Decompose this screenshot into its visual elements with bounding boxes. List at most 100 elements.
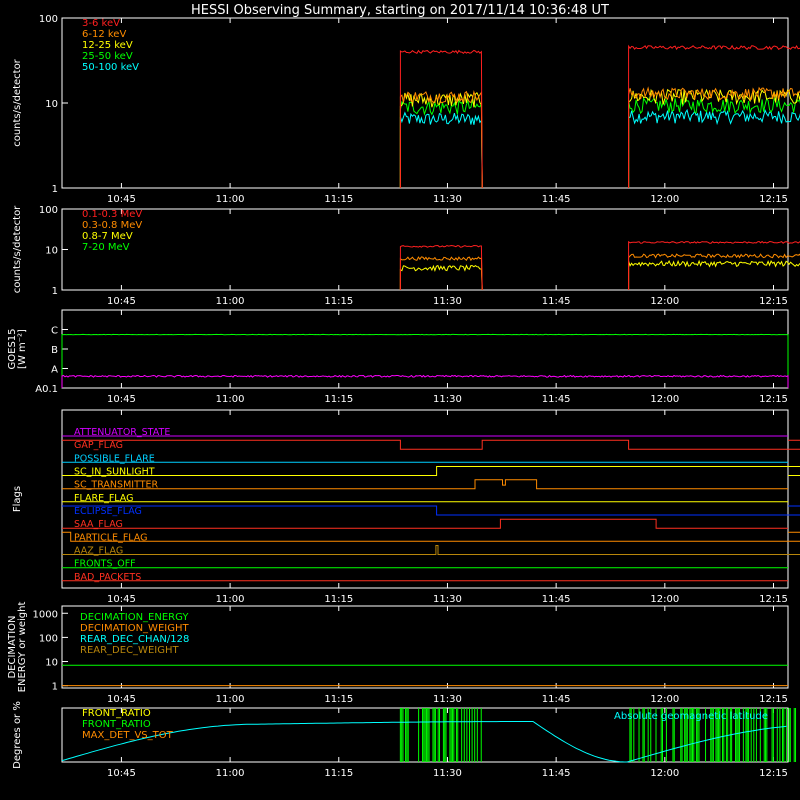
x-tick-label: 11:45: [542, 194, 571, 205]
y-tick-label: 10: [45, 99, 58, 110]
panel-4: 10:45 11:00 11:15 11:30 11:45 12:00 12:15 Flags…: [12, 409, 800, 605]
y-axis-label: GOES15: [7, 328, 18, 369]
flag-label: SC_TRANSMITTER: [74, 480, 159, 491]
series-line: [399, 98, 483, 189]
y-tick-label: 100: [39, 205, 58, 216]
x-tick-label: 10:45: [107, 768, 136, 779]
series-line: [628, 108, 800, 189]
flag-label: PARTICLE_FLAG: [74, 532, 147, 543]
legend-item: REAR_DEC_CHAN/128: [80, 634, 189, 645]
x-tick-label: 11:30: [433, 194, 462, 205]
legend-item: 12-25 keV: [82, 40, 133, 51]
y-axis-label: Flags: [12, 486, 23, 512]
x-tick-label: 11:00: [216, 296, 245, 307]
series-line: [399, 49, 483, 189]
x-tick-label: 11:45: [542, 296, 571, 307]
x-tick-label: 10:45: [107, 694, 136, 705]
series-line: [399, 244, 483, 291]
y-tick-label: 100: [39, 633, 58, 644]
series-line: [399, 89, 483, 189]
legend-item: DECIMATION_ENERGY: [80, 612, 189, 623]
x-tick-label: 11:15: [324, 694, 353, 705]
panel-3: 10:45 11:00 11:15 11:30 11:45 12:00 12:15 A0.1 A…: [7, 309, 789, 405]
series-line: [61, 374, 789, 388]
x-tick-label: 11:00: [216, 694, 245, 705]
x-tick-label: 11:00: [216, 194, 245, 205]
legend-item: REAR_DEC_WEIGHT: [80, 645, 179, 656]
flag-line: [62, 466, 800, 476]
y-axis-label: counts/s/detector: [12, 205, 23, 293]
series-line: [61, 333, 789, 388]
flag-line: [62, 531, 800, 542]
panel-frame: [61, 17, 789, 189]
x-tick-label: 12:00: [650, 194, 679, 205]
series-line: [628, 96, 800, 189]
y-tick-label: 100: [39, 14, 58, 25]
legend-item: 0.1-0.3 MeV: [82, 209, 142, 220]
panel-2: 10:45 11:00 11:15 11:30 11:45 12:00 12:15 1 10 10…: [12, 205, 800, 307]
right-label: Absolute geomagnetic latitude: [614, 711, 768, 722]
legend-item: 0.3-0.8 MeV: [82, 220, 142, 231]
legend-item: 0.8-7 MeV: [82, 231, 133, 242]
x-tick-label: 10:45: [107, 194, 136, 205]
y-tick-label: 10: [45, 658, 58, 669]
legend-item: DECIMATION_WEIGHT: [80, 623, 189, 634]
x-tick-label: 11:30: [433, 296, 462, 307]
legend-item: 25-50 keV: [82, 51, 133, 62]
series-line: [628, 240, 800, 291]
legend-item: 6-12 keV: [82, 29, 126, 40]
x-tick-label: 11:30: [433, 768, 462, 779]
flag-line: [62, 518, 788, 529]
x-tick-label: 11:45: [542, 694, 571, 705]
flag-label: FRONTS_OFF: [74, 559, 136, 570]
legend-item: FRONT_RATIO: [82, 719, 151, 730]
y-tick-label: 10: [45, 246, 58, 257]
y-tick-label: 1: [52, 682, 58, 693]
flag-label: POSSIBLE_FLARE: [74, 453, 155, 464]
panel-frame: [61, 605, 789, 689]
legend-item: MAX_DET_VS_TOT: [82, 730, 174, 741]
series-line: [628, 259, 800, 291]
panel-1: 10:45 11:00 11:15 11:30 11:45 12:00 12:15 1 10 10…: [12, 14, 800, 205]
series-line: [399, 256, 483, 291]
x-tick-label: 11:15: [324, 194, 353, 205]
x-tick-label: 12:00: [650, 296, 679, 307]
panel-frame: [61, 409, 789, 589]
x-tick-label: 11:00: [216, 394, 245, 405]
y-axis-label: counts/s/detector: [12, 58, 23, 146]
x-tick-label: 11:15: [324, 768, 353, 779]
legend-item: 3-6 keV: [82, 18, 120, 29]
x-tick-label: 11:45: [542, 594, 571, 605]
x-tick-label: 12:15: [759, 194, 788, 205]
series-line: [399, 264, 483, 291]
x-tick-label: 10:45: [107, 394, 136, 405]
flag-label: SAA_FLAG: [74, 519, 123, 530]
x-tick-label: 11:45: [542, 394, 571, 405]
x-tick-label: 12:00: [650, 394, 679, 405]
x-tick-label: 12:15: [759, 768, 788, 779]
x-tick-label: 11:30: [433, 394, 462, 405]
chart-title: HESSI Observing Summary, starting on 201…: [191, 3, 609, 18]
flag-line: [62, 505, 800, 516]
x-tick-label: 11:15: [324, 394, 353, 405]
flag-label: ECLIPSE_FLAG: [74, 506, 142, 517]
flag-label: ATTENUATOR_STATE: [74, 427, 170, 438]
x-tick-label: 10:45: [107, 296, 136, 307]
legend-item: 7-20 MeV: [82, 242, 130, 253]
x-tick-label: 12:00: [650, 694, 679, 705]
x-tick-label: 12:00: [650, 768, 679, 779]
y-axis-label: ENERGY or weight: [17, 602, 28, 693]
y-axis-label: Degrees or %: [12, 701, 23, 769]
series-line: [628, 86, 800, 189]
panel-5: 10:45 11:00 11:15 11:30 11:45 12:00 12:15 1 10 10…: [7, 602, 789, 705]
series-line: [628, 44, 800, 189]
legend-item: 50-100 keV: [82, 62, 139, 73]
x-tick-label: 11:15: [324, 594, 353, 605]
x-tick-label: 12:15: [759, 594, 788, 605]
x-tick-label: 11:30: [433, 694, 462, 705]
x-tick-label: 12:15: [759, 394, 788, 405]
panel-6: 10:45 11:00 11:15 11:30 11:45 12:00 12:15 Degre…: [12, 701, 797, 779]
x-tick-label: 12:15: [759, 296, 788, 307]
